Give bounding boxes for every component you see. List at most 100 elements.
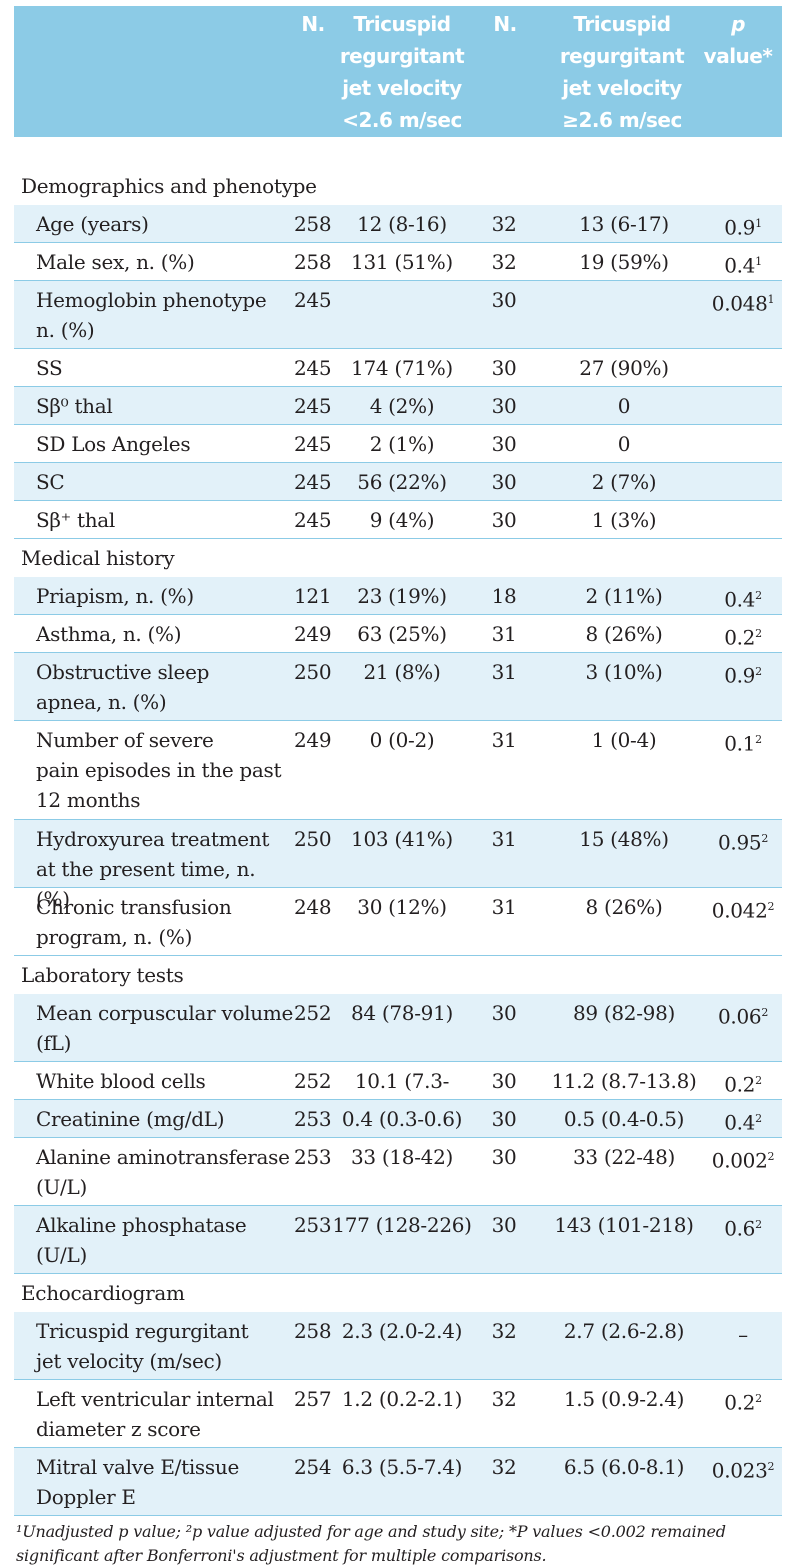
velocity-high-cell: 3 (10%) xyxy=(585,660,663,684)
header-n-low: N. xyxy=(301,12,325,36)
n-low-cell: 245 xyxy=(294,394,332,418)
velocity-low-cell: 174 (71%) xyxy=(351,356,453,380)
row-label-line: n. (%) xyxy=(36,318,95,342)
n-low-cell: 248 xyxy=(294,895,332,919)
p-value: 0.6 xyxy=(724,1216,756,1241)
n-low-cell: 258 xyxy=(294,212,332,236)
p-value-cell: 0.22 xyxy=(704,1384,782,1418)
n-low-cell: 245 xyxy=(294,470,332,494)
n-high-cell: 31 xyxy=(491,728,517,752)
header-velocity-low-line: jet velocity xyxy=(342,76,462,100)
p-value-footnote-mark: 1 xyxy=(755,255,762,268)
row-label-line: program, n. (%) xyxy=(36,925,193,949)
row-label: Hydroxyurea treatment at the present time… xyxy=(36,824,294,914)
header-velocity-low: Tricuspid regurgitant jet velocity <2.6 … xyxy=(336,8,468,136)
row-label: Number of severe pain episodes in the pas… xyxy=(36,725,294,815)
p-value-footnote-mark: 2 xyxy=(767,1460,775,1473)
velocity-high-cell: 2 (7%) xyxy=(591,470,657,494)
p-value-footnote-mark: 2 xyxy=(755,1392,762,1405)
p-value-cell: 0.62 xyxy=(704,1210,782,1244)
velocity-low-cell: 1.2 (0.2-2.1) xyxy=(341,1387,463,1411)
p-value-footnote-mark: 2 xyxy=(755,1074,762,1087)
velocity-low-cell: 33 (18-42) xyxy=(350,1145,454,1169)
table-row: Hydroxyurea treatment at the present time… xyxy=(14,820,782,911)
n-low-cell: 252 xyxy=(294,1001,332,1025)
n-high-cell: 30 xyxy=(491,1145,517,1169)
n-high-cell: 30 xyxy=(491,1213,517,1237)
velocity-low-cell: 177 (128-226) xyxy=(332,1213,472,1237)
velocity-low-cell: 21 (8%) xyxy=(363,660,441,684)
row-label: SD Los Angeles xyxy=(36,429,294,459)
row-label: Sβ⁺ thal xyxy=(36,505,294,535)
row-label-line: Asthma, n. (%) xyxy=(36,622,182,646)
table-row: Sβ⁰ thal 245 4 (2%) 30 0 xyxy=(14,387,782,425)
table-row: Chronic transfusion program, n. (%) 248 30 … xyxy=(14,888,782,956)
p-value-footnote-mark: 2 xyxy=(755,627,762,640)
row-label-line: Male sex, n. (%) xyxy=(36,250,195,274)
section-heading: Medical history xyxy=(21,546,175,570)
p-value-footnote-mark: 2 xyxy=(761,1006,769,1019)
header-velocity-high-line: jet velocity xyxy=(562,76,682,100)
p-value-footnote-mark: 1 xyxy=(755,217,762,230)
velocity-low-cell: 9 (4%) xyxy=(369,508,435,532)
header-velocity-low-line: <2.6 m/sec xyxy=(342,108,462,132)
row-label-line: Mean corpuscular volume xyxy=(36,1001,294,1025)
p-value-cell: 0.41 xyxy=(704,247,782,281)
p-value: 0.2 xyxy=(724,1390,756,1415)
velocity-high-cell: 27 (90%) xyxy=(579,356,669,380)
n-high-cell: 30 xyxy=(491,394,517,418)
n-high-cell: 30 xyxy=(491,1107,517,1131)
row-label: Alkaline phosphatase (U/L) xyxy=(36,1210,294,1270)
velocity-low-cell: 63 (25%) xyxy=(357,622,447,646)
p-value-cell: – xyxy=(704,1316,782,1350)
header-velocity-high-line: ≥2.6 m/sec xyxy=(562,108,682,132)
velocity-high-cell: 1.5 (0.9-2.4) xyxy=(563,1387,685,1411)
row-label: Asthma, n. (%) xyxy=(36,619,294,649)
velocity-high-cell: 0.5 (0.4-0.5) xyxy=(563,1107,685,1131)
row-label: Obstructive sleep apnea, n. (%) xyxy=(36,657,294,717)
n-high-cell: 32 xyxy=(491,1455,517,1479)
n-high-cell: 30 xyxy=(491,508,517,532)
velocity-high-cell: 0 xyxy=(617,394,631,418)
n-low-cell: 249 xyxy=(294,622,332,646)
n-low-cell: 245 xyxy=(294,356,332,380)
n-high-cell: 31 xyxy=(491,660,517,684)
row-label-line: Obstructive sleep xyxy=(36,660,210,684)
row-label: SS xyxy=(36,353,294,383)
p-value: 0.2 xyxy=(724,1072,756,1097)
velocity-low-cell: 0.4 (0.3-0.6) xyxy=(341,1107,463,1131)
p-value-cell: 0.92 xyxy=(704,657,782,691)
row-label-line: Priapism, n. (%) xyxy=(36,584,194,608)
row-label: Left ventricular internal diameter z scor… xyxy=(36,1384,294,1444)
p-value: 0.06 xyxy=(717,1004,762,1029)
n-low-cell: 258 xyxy=(294,1319,332,1343)
n-low-cell: 245 xyxy=(294,432,332,456)
section-heading: Echocardiogram xyxy=(21,1281,185,1305)
table-row: Priapism, n. (%) 121 23 (19%) 18 2 (11%) 0.42 xyxy=(14,577,782,615)
row-label-line: (U/L) xyxy=(36,1243,87,1267)
velocity-high-cell: 13 (6-17) xyxy=(579,212,669,236)
p-value: 0.2 xyxy=(724,625,756,650)
p-value-footnote-mark: 2 xyxy=(755,1112,762,1125)
n-low-cell: 245 xyxy=(294,508,332,532)
row-label: Mitral valve E/tissue Doppler E xyxy=(36,1452,294,1512)
row-label-line: Creatinine (mg/dL) xyxy=(36,1107,225,1131)
velocity-low-cell: 12 (8-16) xyxy=(357,212,447,236)
p-value-footnote-mark: 2 xyxy=(755,733,762,746)
velocity-low-cell: 4 (2%) xyxy=(369,394,435,418)
p-value-cell: 0.0022 xyxy=(704,1142,782,1176)
header-velocity-low-line: regurgitant xyxy=(339,44,465,68)
row-label: Age (years) xyxy=(36,209,294,239)
p-value-cell: 0.0422 xyxy=(704,892,782,926)
p-value-footnote-mark: 2 xyxy=(755,1218,762,1231)
velocity-high-cell: 11.2 (8.7-13.8) xyxy=(551,1069,697,1093)
table-row: SC 245 56 (22%) 30 2 (7%) xyxy=(14,463,782,501)
table-row: Mitral valve E/tissue Doppler E 254 6.3 (5.… xyxy=(14,1448,782,1516)
table-row: Age (years) 258 12 (8-16) 32 13 (6-17) 0.91 xyxy=(14,205,782,243)
table-row: Creatinine (mg/dL) 253 0.4 (0.3-0.6) 30 0.5 … xyxy=(14,1100,782,1138)
row-label: Alanine aminotransferase (U/L) xyxy=(36,1142,294,1202)
p-value: 0.95 xyxy=(717,830,762,855)
row-label-line: SS xyxy=(36,356,63,380)
n-high-cell: 30 xyxy=(491,1069,517,1093)
p-value-cell: 0.12 xyxy=(704,725,782,759)
